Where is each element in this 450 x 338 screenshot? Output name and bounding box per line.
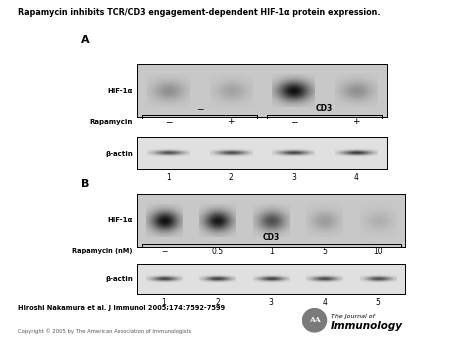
Text: 5: 5: [322, 247, 327, 256]
Text: A: A: [81, 35, 90, 46]
Text: 2: 2: [215, 298, 220, 308]
Text: Immunology: Immunology: [331, 321, 403, 331]
Text: −: −: [196, 104, 203, 113]
Text: −: −: [290, 117, 297, 126]
Text: CD3: CD3: [262, 233, 280, 242]
Text: The Journal of: The Journal of: [331, 314, 374, 319]
Circle shape: [302, 309, 327, 332]
Text: +: +: [227, 117, 234, 126]
Text: 1: 1: [166, 173, 171, 183]
Text: 10: 10: [374, 247, 383, 256]
Text: Rapamycin inhibits TCR/CD3 engagement-dependent HIF-1α protein expression.: Rapamycin inhibits TCR/CD3 engagement-de…: [18, 8, 381, 18]
Text: Copyright © 2005 by The American Association of Immunologists: Copyright © 2005 by The American Associa…: [18, 329, 191, 334]
Text: 0.5: 0.5: [212, 247, 224, 256]
Text: Rapamycin (nM): Rapamycin (nM): [72, 248, 133, 255]
Text: −: −: [161, 247, 167, 256]
Text: HIF-1α: HIF-1α: [108, 217, 133, 223]
Text: B: B: [81, 179, 90, 189]
Text: β-actin: β-actin: [105, 276, 133, 282]
Text: +: +: [352, 117, 360, 126]
Text: 4: 4: [353, 173, 358, 183]
Text: CD3: CD3: [316, 104, 333, 113]
Text: 3: 3: [291, 173, 296, 183]
Text: β-actin: β-actin: [105, 151, 133, 157]
Text: 5: 5: [376, 298, 381, 308]
Text: 4: 4: [322, 298, 327, 308]
Text: 1: 1: [269, 247, 274, 256]
Text: −: −: [165, 117, 172, 126]
Text: 3: 3: [269, 298, 274, 308]
Text: AA: AA: [309, 316, 320, 324]
Text: 2: 2: [229, 173, 233, 183]
Text: Rapamycin: Rapamycin: [90, 119, 133, 125]
Text: 1: 1: [162, 298, 166, 308]
Text: Hiroshi Nakamura et al. J Immunol 2005;174:7592-7599: Hiroshi Nakamura et al. J Immunol 2005;1…: [18, 305, 225, 311]
Text: HIF-1α: HIF-1α: [108, 88, 133, 94]
